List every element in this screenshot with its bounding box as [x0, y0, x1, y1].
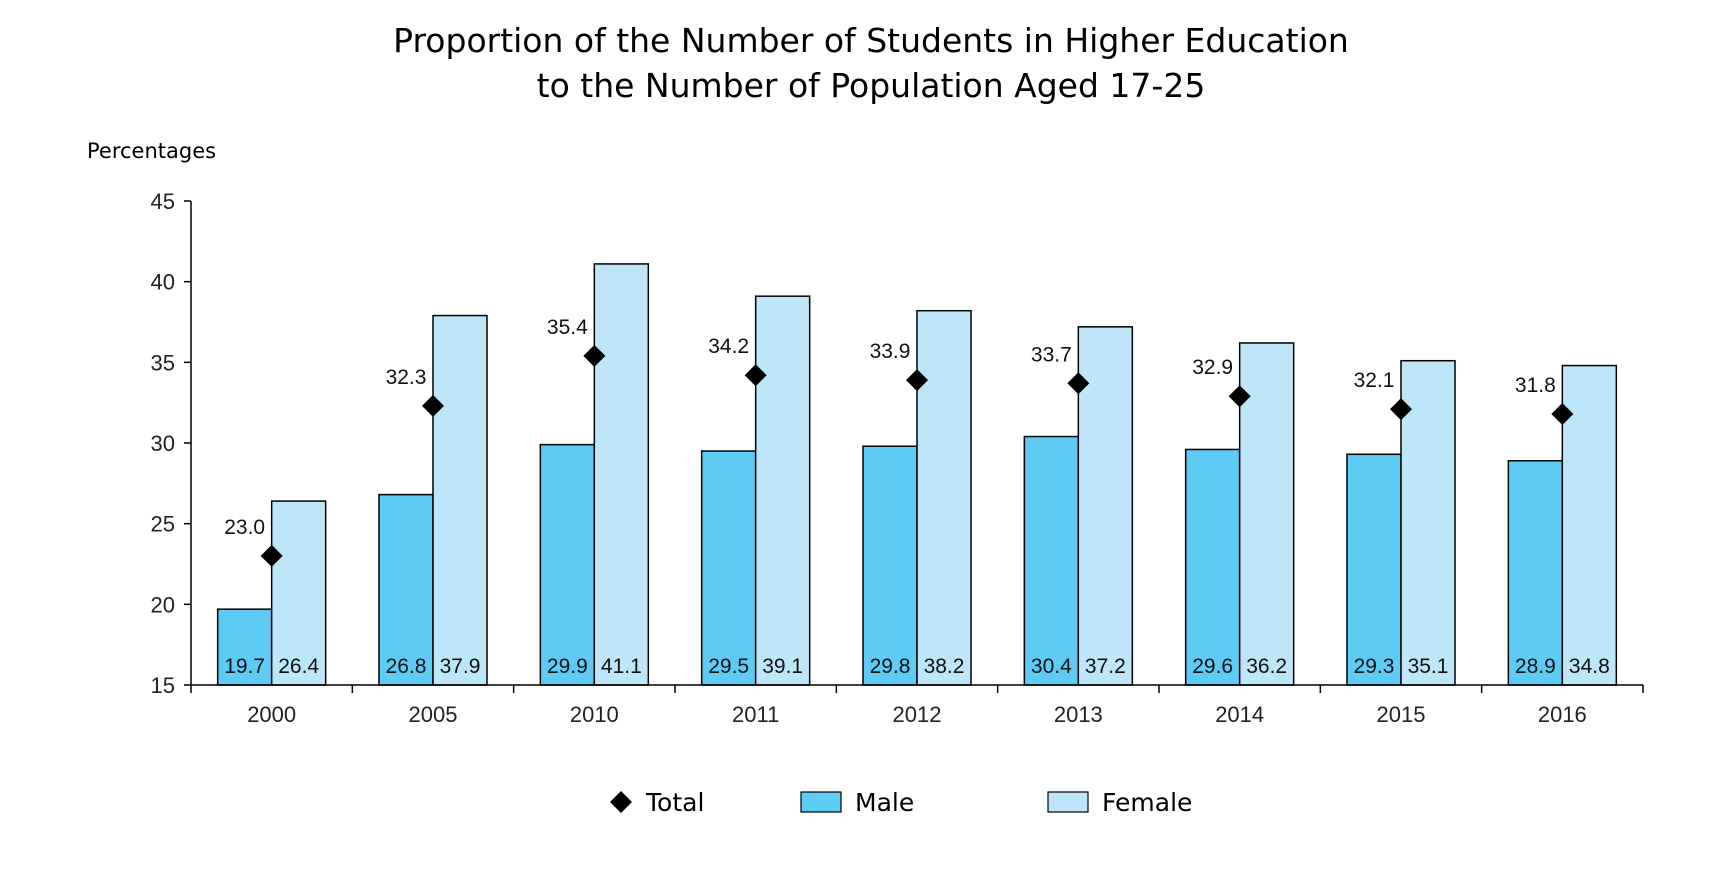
legend-label-female: Female — [1102, 788, 1192, 817]
legend-swatch-female — [1047, 791, 1089, 813]
bar-male-2015 — [1346, 453, 1402, 686]
data-label-male-2011: 29.5 — [708, 655, 749, 678]
data-label-total-2015: 32.1 — [1354, 369, 1395, 392]
data-label-female-2012: 38.2 — [924, 655, 965, 678]
data-label-female-2000: 26.4 — [278, 655, 319, 678]
data-label-total-2014: 32.9 — [1192, 356, 1233, 379]
legend-label-male: Male — [855, 788, 914, 817]
data-label-male-2015: 29.3 — [1354, 655, 1395, 678]
bar-female-2011 — [754, 295, 811, 686]
bar-male-2016 — [1507, 459, 1564, 686]
data-label-total-2013: 33.7 — [1031, 343, 1072, 366]
plot-area: 19.7 26.4 26.8 37.9 29.9 41.1 29.5 39.1 29.8 38.2… — [151, 189, 1644, 727]
x-tick-label-2014: 2014 — [1215, 702, 1264, 727]
x-tick-label-2005: 2005 — [409, 702, 458, 727]
data-label-male-2000: 19.7 — [224, 655, 265, 678]
bar-female-2005 — [432, 314, 488, 686]
marker-total-2014 — [1228, 385, 1251, 408]
x-tick-label-2013: 2013 — [1054, 702, 1103, 727]
y-tick-label-20: 20 — [151, 592, 175, 617]
x-tick-label-2016: 2016 — [1538, 702, 1587, 727]
legend-label-total: Total — [645, 788, 704, 817]
marker-total-2013 — [1067, 372, 1090, 395]
marker-total-2010 — [583, 344, 606, 367]
data-label-total-2010: 35.4 — [547, 316, 588, 339]
bar-female-2012 — [916, 309, 972, 686]
legend-swatch-male — [800, 791, 842, 813]
data-label-female-2013: 37.2 — [1085, 655, 1126, 678]
data-label-female-2016: 34.8 — [1569, 655, 1610, 678]
x-tick-label-2012: 2012 — [893, 702, 942, 727]
bar-male-2000 — [216, 608, 273, 686]
marker-total-2015 — [1390, 398, 1412, 421]
marker-total-2011 — [744, 364, 767, 387]
data-label-total-2011: 34.2 — [708, 335, 749, 358]
data-label-female-2005: 37.9 — [440, 655, 481, 678]
data-label-total-2016: 31.8 — [1515, 374, 1556, 397]
bar-male-2013 — [1023, 435, 1080, 686]
data-label-male-2012: 29.8 — [870, 655, 911, 678]
data-label-female-2015: 35.1 — [1408, 655, 1449, 678]
marker-total-2012 — [906, 369, 928, 392]
y-tick-label-35: 35 — [151, 350, 175, 375]
y-tick-label-30: 30 — [151, 431, 175, 456]
legend-marker-total — [610, 791, 632, 813]
y-tick-label-40: 40 — [151, 270, 175, 295]
y-axis-label: Percentages — [87, 139, 216, 163]
marker-total-2005 — [422, 394, 444, 417]
data-label-total-2005: 32.3 — [386, 366, 427, 389]
y-tick-label-45: 45 — [151, 189, 175, 214]
data-label-female-2014: 36.2 — [1246, 655, 1287, 678]
data-label-total-2000: 23.0 — [224, 516, 265, 539]
chart-title-line-1: Proportion of the Number of Students in … — [393, 21, 1349, 60]
bar-male-2005 — [378, 493, 434, 686]
bar-female-2010 — [593, 263, 650, 686]
x-tick-label-2011: 2011 — [732, 702, 779, 727]
bar-female-2013 — [1077, 326, 1134, 686]
data-label-male-2010: 29.9 — [547, 655, 588, 678]
marker-total-2016 — [1551, 402, 1574, 425]
x-tick-label-2010: 2010 — [570, 702, 619, 727]
data-label-male-2013: 30.4 — [1031, 655, 1072, 678]
bar-male-2012 — [862, 445, 918, 686]
data-label-male-2014: 29.6 — [1192, 655, 1233, 678]
x-tick-label-2015: 2015 — [1377, 702, 1426, 727]
y-tick-label-25: 25 — [151, 512, 175, 537]
data-label-male-2016: 28.9 — [1515, 655, 1556, 678]
data-label-total-2012: 33.9 — [870, 340, 911, 363]
bar-male-2010 — [539, 443, 596, 686]
legend: Total Male Female — [610, 788, 1192, 817]
bar-male-2014 — [1184, 448, 1241, 686]
chart-title-line-2: to the Number of Population Aged 17-25 — [537, 66, 1206, 105]
data-label-male-2005: 26.8 — [386, 655, 427, 678]
bar-female-2000 — [270, 500, 327, 686]
data-label-female-2010: 41.1 — [601, 655, 642, 678]
x-tick-label-2000: 2000 — [247, 702, 296, 727]
marker-total-2000 — [260, 544, 283, 567]
y-tick-label-15: 15 — [151, 673, 175, 698]
data-label-female-2011: 39.1 — [762, 655, 803, 678]
bar-female-2015 — [1400, 359, 1456, 686]
bar-male-2011 — [700, 450, 757, 686]
